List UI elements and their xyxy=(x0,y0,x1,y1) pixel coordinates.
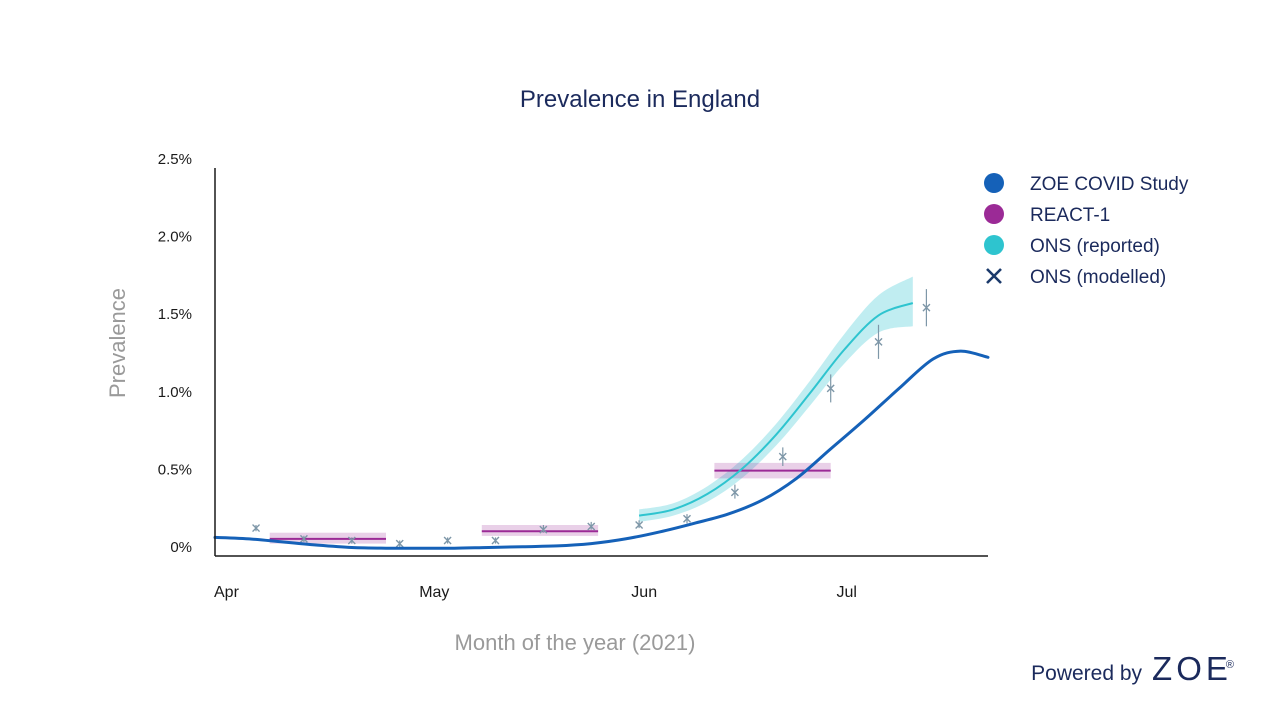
prevalence-chart: Prevalence in England 0% 0.5% 1.0% 1.5% 2.0%… xyxy=(0,0,1280,720)
ons-modelled-point xyxy=(684,514,691,523)
powered-by-text: Powered by xyxy=(1031,662,1142,686)
legend-item: ONS (reported) xyxy=(984,235,1160,257)
legend-cross-marker xyxy=(987,269,1001,283)
plot-area: 0% 0.5% 1.0% 1.5% 2.0% 2.5% Apr May Jun Jul xyxy=(158,151,988,601)
ons-reported-confidence-band xyxy=(639,277,913,522)
y-tick-label: 2.5% xyxy=(158,151,192,168)
ons-modelled-point xyxy=(253,525,260,532)
x-tick-labels: Apr May Jun Jul xyxy=(214,584,857,601)
x-tick-label: Jul xyxy=(837,584,857,601)
y-tick-label: 2.0% xyxy=(158,229,192,246)
zoe-line-layer xyxy=(215,351,988,548)
react-1-layer xyxy=(270,463,831,544)
y-tick-label: 1.0% xyxy=(158,384,192,401)
ons-modelled-point xyxy=(444,537,451,544)
x-tick-label: Jun xyxy=(631,584,657,601)
ons-modelled-layer xyxy=(253,289,930,547)
y-tick-label: 1.5% xyxy=(158,306,192,323)
ons-modelled-point xyxy=(492,537,499,544)
x-tick-label: Apr xyxy=(214,584,240,601)
x-tick-label: May xyxy=(419,584,449,601)
ons-reported-band-layer xyxy=(639,277,913,522)
registered-mark: ® xyxy=(1226,659,1238,671)
legend-circle-marker xyxy=(984,173,1004,193)
legend-item: REACT-1 xyxy=(984,204,1110,226)
zoe-logo-text: ZOE xyxy=(1152,650,1232,687)
y-tick-label: 0.5% xyxy=(158,461,192,478)
legend: ZOE COVID Study REACT-1 ONS (reported) ONS … xyxy=(984,173,1189,288)
legend-label: ONS (modelled) xyxy=(1030,267,1166,288)
y-tick-label: 0% xyxy=(170,539,192,556)
legend-label: REACT-1 xyxy=(1030,205,1110,226)
legend-circle-marker xyxy=(984,235,1004,255)
ons-modelled-point xyxy=(923,289,930,326)
powered-by-zoe: Powered by ZOE® xyxy=(1031,650,1238,688)
legend-label: ZOE COVID Study xyxy=(1030,174,1189,195)
ons-modelled-point xyxy=(636,520,643,528)
legend-label: ONS (reported) xyxy=(1030,236,1160,257)
ons-modelled-point xyxy=(731,485,738,499)
zoe-covid-study-line xyxy=(215,351,988,548)
zoe-logo: ZOE® xyxy=(1152,650,1238,688)
legend-item: ONS (modelled) xyxy=(987,267,1166,288)
y-tick-labels: 0% 0.5% 1.0% 1.5% 2.0% 2.5% xyxy=(158,151,192,556)
y-axis-label: Prevalence xyxy=(105,288,130,398)
chart-title: Prevalence in England xyxy=(520,86,760,113)
legend-circle-marker xyxy=(984,204,1004,224)
legend-item: ZOE COVID Study xyxy=(984,173,1189,195)
x-axis-label: Month of the year (2021) xyxy=(455,630,696,655)
ons-modelled-point xyxy=(396,540,403,547)
